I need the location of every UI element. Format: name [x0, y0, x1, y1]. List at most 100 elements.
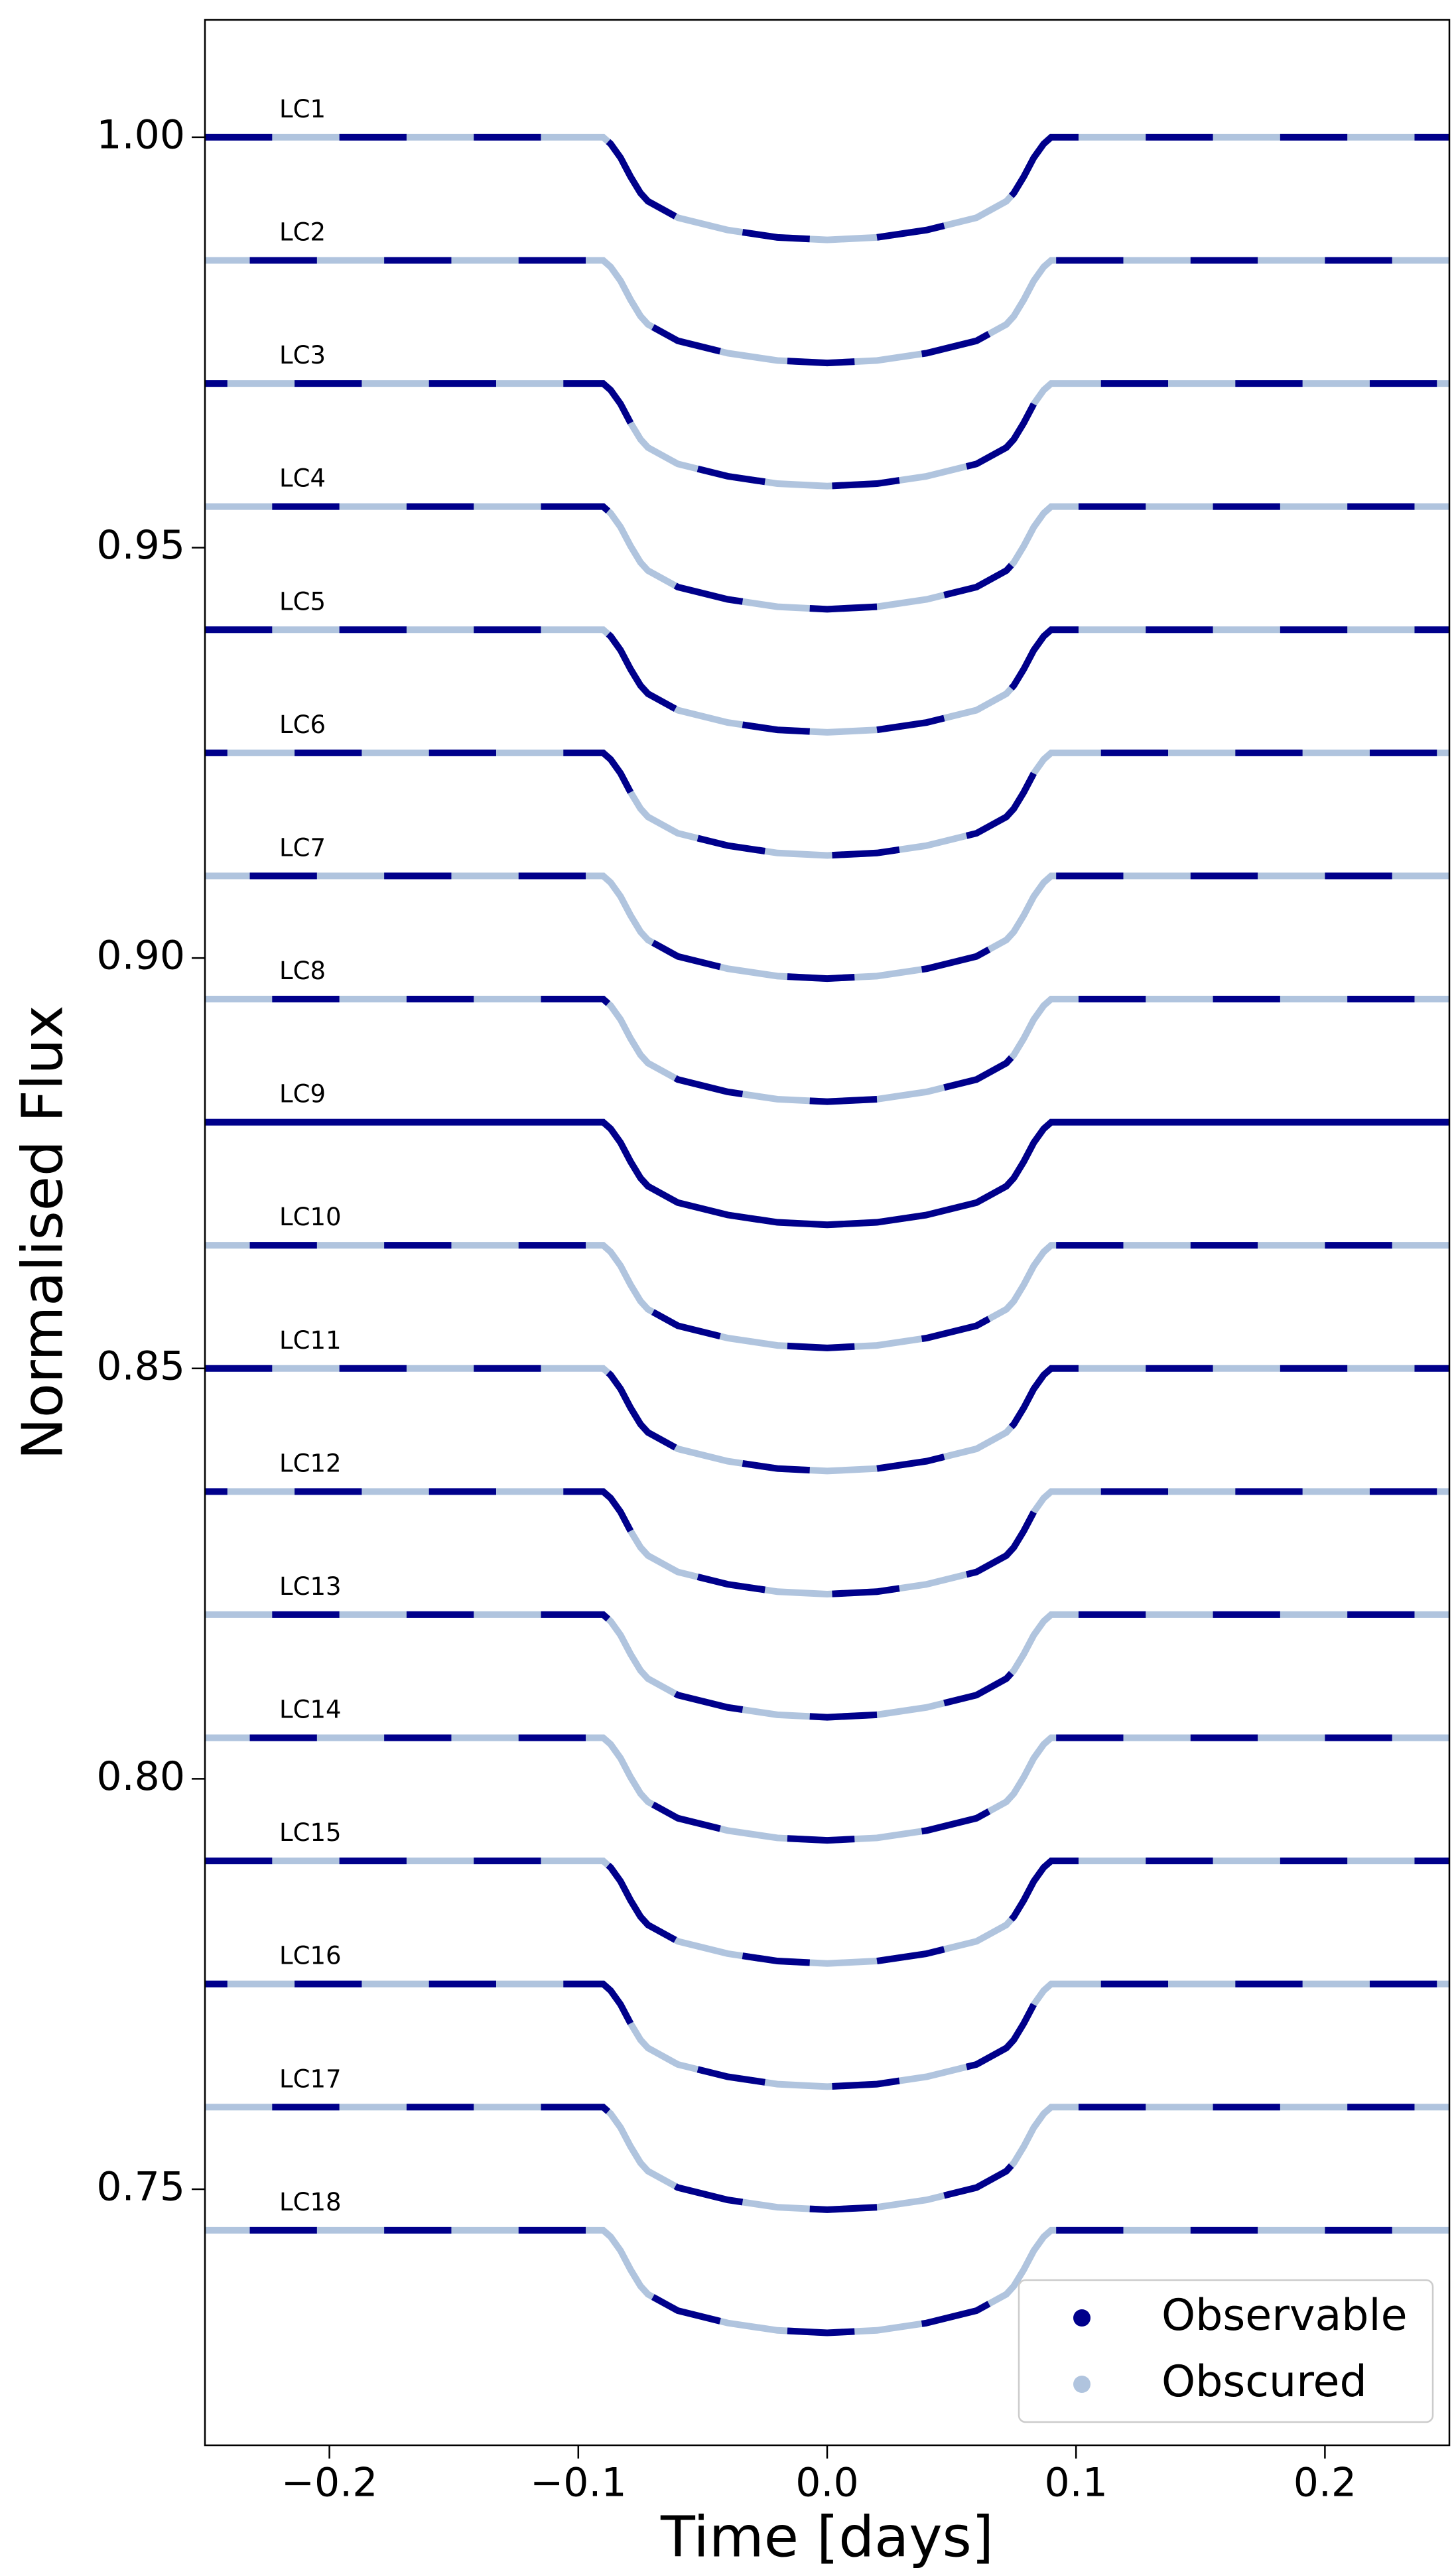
observable-segment: [563, 1488, 634, 1533]
observable-segment: [563, 749, 634, 794]
x-tick-label: −0.1: [530, 2460, 627, 2506]
observable-segment: [921, 946, 991, 973]
legend-marker: [1073, 2376, 1091, 2393]
observable-segment: [742, 721, 810, 735]
legend: Observable Obscured: [1018, 2279, 1434, 2423]
observable-segment: [921, 2301, 991, 2327]
observable-segment: [787, 973, 855, 982]
observable-segment: [606, 632, 677, 712]
observable-segment: [787, 358, 855, 367]
observable-segment: [696, 835, 765, 854]
curve-label: LC5: [279, 587, 326, 616]
observable-segment: [809, 603, 878, 613]
observable-segment: [832, 2077, 900, 2090]
observable-segment: [606, 1370, 677, 1451]
observable-segment: [965, 2003, 1037, 2070]
observable-segment: [787, 1342, 855, 1351]
curve-label: LC3: [279, 341, 326, 370]
observable-segment: [809, 1095, 878, 1105]
curve-label: LC11: [279, 1326, 342, 1355]
plot-area: [205, 133, 1449, 2336]
y-axis-label: Normalised Flux: [10, 1005, 76, 1459]
observable-segment: [541, 996, 611, 1006]
curve-label: LC12: [279, 1449, 342, 1477]
observable-segment: [1008, 626, 1079, 691]
y-tick-label: 1.00: [96, 112, 185, 159]
curve-label: LC9: [279, 1080, 326, 1109]
y-tick-label: 0.85: [96, 1343, 185, 1389]
y-tick-label: 0.90: [96, 933, 185, 979]
observable-segment: [965, 402, 1037, 470]
observable-segment: [673, 1690, 744, 1714]
curve-label: LC17: [279, 2064, 342, 2093]
legend-label: Obscured: [1161, 2357, 1367, 2407]
observable-segment: [921, 331, 991, 358]
observable-segment: [205, 1118, 1449, 1229]
observable-segment: [651, 939, 721, 971]
observable-segment: [673, 582, 744, 605]
observable-segment: [563, 1980, 634, 2025]
curve-label: LC16: [279, 1942, 342, 1970]
observable-segment: [943, 2163, 1014, 2199]
observable-segment: [1008, 1365, 1079, 1430]
observable-segment: [809, 2204, 878, 2213]
observable-segment: [541, 503, 611, 514]
observable-segment: [943, 1670, 1014, 1707]
curve-label: LC7: [279, 833, 326, 862]
observable-segment: [943, 1055, 1014, 1091]
observable-segment: [876, 1454, 945, 1472]
y-tick-label: 0.95: [96, 522, 185, 569]
observable-segment: [696, 465, 765, 486]
observable-segment: [742, 229, 810, 243]
observable-segment: [673, 1075, 744, 1098]
observable-segment: [921, 1808, 991, 1835]
observable-segment: [742, 1459, 810, 1474]
curve-label: LC4: [279, 464, 326, 493]
observable-segment: [606, 139, 677, 220]
observable-segment: [563, 380, 634, 425]
observable-segment: [876, 222, 945, 241]
legend-label: Observable: [1161, 2291, 1408, 2340]
x-tick-label: −0.2: [281, 2460, 378, 2506]
observable-segment: [965, 772, 1037, 839]
observable-segment: [673, 2183, 744, 2206]
curve-label: LC14: [279, 1696, 342, 1724]
observable-segment: [876, 1946, 945, 1964]
observable-segment: [651, 1309, 721, 1340]
x-tick-label: 0.2: [1293, 2460, 1357, 2506]
observable-segment: [1008, 133, 1079, 198]
observable-segment: [651, 324, 721, 355]
curve-label: LC6: [279, 710, 326, 739]
y-tick-label: 0.75: [96, 2164, 185, 2210]
curve-label: LC10: [279, 1203, 342, 1231]
observable-segment: [943, 563, 1014, 598]
x-tick-label: 0.1: [1044, 2460, 1107, 2506]
observable-segment: [742, 1952, 810, 1966]
observable-segment: [696, 2066, 765, 2086]
observable-segment: [876, 714, 945, 734]
curve-label: LC13: [279, 1572, 342, 1601]
observable-segment: [541, 1611, 611, 1622]
observable-segment: [832, 846, 900, 859]
observable-segment: [965, 1510, 1037, 1578]
curve-label: LC8: [279, 957, 326, 985]
observable-segment: [651, 1801, 721, 1832]
observable-segment: [809, 1711, 878, 1721]
y-tick-label: 0.80: [96, 1753, 185, 1800]
observable-segment: [787, 1835, 855, 1844]
curve-label: LC15: [279, 1818, 342, 1847]
curve-label: LC2: [279, 218, 326, 247]
observable-segment: [921, 1316, 991, 1343]
legend-box: [1018, 2279, 1434, 2423]
observable-segment: [787, 2327, 855, 2336]
x-axis-label: Time [days]: [660, 2504, 994, 2570]
observable-segment: [541, 2104, 611, 2114]
observable-segment: [832, 477, 900, 490]
curve-label: LC18: [279, 2188, 342, 2216]
curve-label: LC1: [279, 95, 326, 123]
observable-segment: [606, 1862, 677, 1943]
legend-marker: [1073, 2309, 1091, 2327]
x-tick-label: 0.0: [795, 2460, 858, 2506]
